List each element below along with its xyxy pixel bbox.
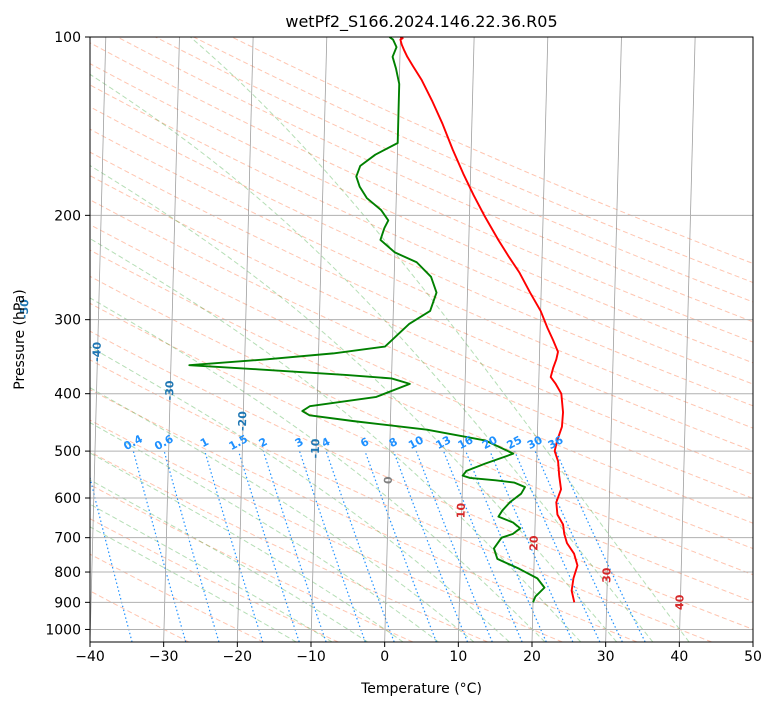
moist-adiabat-line [90, 452, 404, 642]
dry-adiabat-line [90, 128, 753, 429]
x-tick-label: 20 [523, 649, 541, 665]
mixing-ratio-line [204, 450, 264, 642]
y-tick-label: 600 [54, 491, 81, 507]
isotherm-line [236, 37, 254, 642]
isotherm-label: -50 [18, 299, 32, 320]
moist-adiabat-line [90, 479, 368, 642]
mixing-ratio-label: 36 [546, 433, 566, 452]
x-tick-label: 0 [380, 649, 389, 665]
dry-adiabat-line [90, 249, 753, 550]
dry-adiabat-line [90, 484, 414, 642]
isotherm-label: 0 [382, 476, 395, 484]
mixing-ratio-line [262, 450, 327, 642]
x-tick-label: 50 [744, 649, 762, 665]
mixing-ratio-line [465, 450, 547, 642]
dry-adiabat-line [90, 590, 190, 642]
profile-lines [188, 37, 579, 603]
isotherm-line [310, 37, 328, 642]
mixing-ratio-line [298, 450, 366, 642]
y-tick-label: 1000 [45, 622, 81, 638]
y-tick-label: 100 [54, 30, 81, 46]
mixing-ratio-label: 25 [505, 433, 525, 452]
dry-adiabat-line [90, 151, 753, 452]
moist-adiabat-line [90, 297, 546, 642]
y-tick-label: 300 [54, 313, 81, 329]
mixing-ratio-line [132, 450, 187, 642]
dry-adiabat-line [90, 199, 753, 499]
isotherm-label: -40 [90, 341, 104, 362]
mixing-ratio-line [443, 450, 523, 642]
isotherm-line [457, 37, 475, 642]
x-tick-label: 10 [449, 649, 467, 665]
isotherm-label: 20 [527, 535, 540, 551]
mixing-ratio-line [163, 450, 220, 642]
moist-adiabat-line [90, 387, 475, 642]
mixing-ratio-line [364, 450, 437, 642]
mixing-ratio-label: 20 [480, 433, 500, 452]
mixing-ratio-line [237, 450, 300, 642]
x-axis-label: Temperature (°C) [360, 681, 482, 697]
y-tick-label: 900 [54, 595, 81, 611]
isotherm-line [678, 37, 696, 642]
y-tick-label: 800 [54, 565, 81, 581]
isotherm-label: 40 [673, 594, 686, 610]
x-tick-label: 30 [597, 649, 615, 665]
isotherm-line [90, 37, 107, 642]
y-tick-label: 200 [54, 208, 81, 224]
dry-adiabat-line [193, 37, 753, 284]
mixing-ratio-label: 10 [406, 433, 426, 452]
isotherm-label: 30 [600, 567, 613, 583]
y-tick-label: 400 [54, 387, 81, 403]
x-tick-label: −20 [223, 649, 253, 665]
moist-adiabat-line [90, 164, 618, 642]
dry-adiabat-line [90, 330, 753, 630]
chart-title: wetPf2_S166.2024.146.22.36.R05 [285, 12, 557, 32]
moist-adiabat-line [90, 73, 654, 642]
plot-frame [89, 36, 754, 643]
x-tick-label: −10 [296, 649, 326, 665]
mixing-ratio-label: 13 [434, 433, 454, 452]
mixing-ratio-label: 30 [525, 433, 545, 452]
isotherm-label: -10 [309, 438, 323, 459]
x-tick-label: −30 [149, 649, 179, 665]
isotherm-line [531, 37, 549, 642]
isotherm-label: -30 [163, 380, 177, 401]
y-tick-label: 700 [54, 531, 81, 547]
y-tick-label: 500 [54, 444, 81, 460]
dry-adiabat-line [90, 451, 488, 642]
mixing-ratio-line [489, 450, 574, 642]
dry-adiabat-line [90, 359, 712, 642]
dewpoint-profile-line [188, 37, 546, 603]
mixing-ratio-label: 16 [456, 433, 476, 452]
moist-adiabat-line [90, 238, 582, 642]
isotherm-label: -20 [236, 411, 250, 432]
isotherm-label: 10 [455, 502, 468, 518]
moist-adiabat-line [190, 37, 690, 642]
temperature-profile-line [399, 37, 579, 603]
background-lines [90, 37, 753, 642]
dry-adiabat-line [90, 224, 753, 524]
dry-adiabat-line [90, 388, 638, 642]
isotherm-line [605, 37, 622, 642]
isotherm-line [163, 37, 180, 642]
dry-adiabat-line [90, 175, 753, 475]
dry-adiabat-line [90, 106, 753, 407]
dry-adiabat-line [90, 419, 563, 642]
axes: −40 −30 −20 −10 0 10 20 30 40 5010020030040050060… [45, 30, 762, 665]
moist-adiabat-line [90, 503, 333, 642]
x-tick-label: −40 [75, 649, 105, 665]
moist-adiabat-line [90, 422, 439, 642]
mixing-ratio-line [392, 450, 469, 642]
x-tick-label: 40 [670, 649, 688, 665]
y-axis-label: Pressure (hPa) [12, 289, 28, 389]
dry-adiabat-line [90, 302, 753, 603]
